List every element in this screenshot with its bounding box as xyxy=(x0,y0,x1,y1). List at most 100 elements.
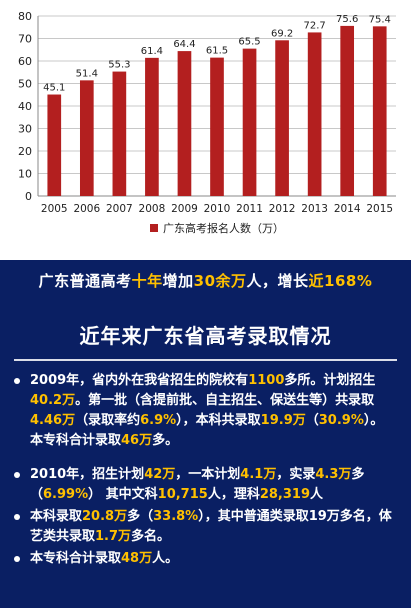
bullet-highlight: 40.2万 xyxy=(30,393,76,408)
bar xyxy=(145,57,159,196)
bullet-dot-icon xyxy=(14,514,20,520)
bar-value-label: 45.1 xyxy=(43,83,65,94)
bar xyxy=(242,48,257,196)
bar xyxy=(47,94,62,196)
bullet-highlight: 42万 xyxy=(144,467,176,482)
bar xyxy=(372,26,387,196)
bullet-text: 多（ xyxy=(30,467,365,502)
y-tick-label: 20 xyxy=(18,145,32,158)
legend-label: 广东高考报名人数（万） xyxy=(163,221,284,235)
bar-value-label: 69.2 xyxy=(271,28,293,39)
bullet-highlight: 1100 xyxy=(248,373,285,388)
bar-value-label: 75.4 xyxy=(369,14,391,25)
x-tick-label: 2010 xyxy=(204,203,231,215)
bullet-text: 多名。 xyxy=(131,529,171,544)
bullet-dot-icon xyxy=(14,472,20,478)
bullet-text: 多所。计划招生 xyxy=(284,373,376,388)
banner-part: 人，增长 xyxy=(246,271,309,290)
x-tick-label: 2005 xyxy=(41,203,68,215)
bullet-highlight: 33.8% xyxy=(153,509,199,524)
bar-value-label: 72.7 xyxy=(304,20,326,31)
x-tick-label: 2009 xyxy=(171,203,198,215)
x-tick-label: 2015 xyxy=(366,203,393,215)
bullet-undergraduate: 本科录取20.8万多（33.8%），其中普通类录取19万多名，体艺类共录取1.7… xyxy=(14,507,395,547)
bullet-highlight: 20.8万 xyxy=(82,509,128,524)
bar-value-label: 75.6 xyxy=(336,14,358,25)
bar-value-label: 65.5 xyxy=(238,37,260,48)
banner-part: 广东普通高考 xyxy=(38,271,132,290)
bullet-highlight: 4.46万 xyxy=(30,413,76,428)
x-tick-label: 2008 xyxy=(139,203,166,215)
bar-value-label: 64.4 xyxy=(173,39,195,50)
x-tick-label: 2011 xyxy=(236,203,263,215)
bullet-text: （录取率约 xyxy=(75,413,141,428)
banner-highlight: 30余万 xyxy=(193,271,247,290)
bar xyxy=(275,40,289,196)
summary-banner: 广东普通高考十年增加30余万人，增长近168% xyxy=(0,258,411,300)
bar xyxy=(210,57,224,196)
legend-swatch xyxy=(150,224,158,232)
info-title: 近年来广东省高考录取情况 xyxy=(79,324,332,348)
bullet-text: ）。本专科合计录取 xyxy=(30,413,384,448)
x-tick-label: 2006 xyxy=(73,203,100,215)
bullet-text: （ xyxy=(305,413,319,428)
x-tick-label: 2012 xyxy=(269,203,296,215)
bar-value-label: 55.3 xyxy=(108,60,130,71)
bullet-text: ），其中普通类录取19万多名，体艺类共录取 xyxy=(30,509,392,544)
y-tick-label: 0 xyxy=(25,190,32,203)
bullet-text: 多。 xyxy=(152,433,179,448)
bullet-text: ），本科共录取 xyxy=(176,413,261,428)
bullet-highlight: 48万 xyxy=(121,551,153,566)
y-tick-label: 60 xyxy=(18,55,32,68)
y-tick-label: 30 xyxy=(18,123,32,136)
x-tick-label: 2014 xyxy=(334,203,361,215)
y-tick-label: 50 xyxy=(18,78,32,91)
bullet-2009: 2009年，省内外在我省招生的院校有1100多所。计划招生 40.2万。第一批（含… xyxy=(14,371,395,451)
bar-value-label: 61.5 xyxy=(206,46,228,57)
bullet-highlight: 1.7万 xyxy=(95,529,132,544)
bar xyxy=(112,71,127,196)
x-tick-label: 2013 xyxy=(301,203,328,215)
bullet-highlight: 4.3万 xyxy=(315,467,352,482)
bullet-text: 人。 xyxy=(152,551,179,566)
admission-info-panel: 近年来广东省高考录取情况 2009年，省内外在我省招生的院校有1100多所。计划… xyxy=(0,300,411,608)
bar xyxy=(79,80,94,196)
bullet-2010: 2010年，招生计划42万，一本计划4.1万，实录4.3万多（6.99%） 其中… xyxy=(14,465,395,505)
bullet-highlight: 19.9万 xyxy=(260,413,306,428)
bullet-highlight: 30.9% xyxy=(318,413,364,428)
bullet-text: 。第一批（含提前批、自主招生、保送生等）共录取 xyxy=(75,393,375,408)
bullet-text: 多（ xyxy=(127,509,154,524)
bar-chart: 0 10 20 30 40 50 60 70 80 45.1 2005 51.4 2006 55.3 200… xyxy=(18,10,396,235)
bar xyxy=(340,25,355,197)
bullet-highlight: 4.1万 xyxy=(240,467,277,482)
bullet-text: ） 其中文科 xyxy=(88,487,158,502)
bullet-text: 本专科合计录取 xyxy=(30,551,122,566)
y-tick-label: 70 xyxy=(18,33,32,46)
bullet-text: ，实录 xyxy=(276,467,316,482)
info-bullet-list: 2009年，省内外在我省招生的院校有1100多所。计划招生 40.2万。第一批（含… xyxy=(0,371,411,569)
banner-highlight: 近168% xyxy=(308,271,373,290)
bullet-text: ，一本计划 xyxy=(175,467,241,482)
bar xyxy=(307,32,322,196)
bullet-dot-icon xyxy=(14,378,20,384)
bullet-highlight: 6.99% xyxy=(43,487,89,502)
bullet-text: 人，理科 xyxy=(207,487,260,502)
bullet-text: 2010年，招生计划 xyxy=(30,467,145,482)
banner-highlight: 十年 xyxy=(131,271,163,290)
x-tick-label: 2007 xyxy=(106,203,133,215)
y-tick-label: 10 xyxy=(18,168,32,181)
bullet-text: 人 xyxy=(310,487,324,502)
bullet-dot-icon xyxy=(14,556,20,562)
bullet-text: 本科录取 xyxy=(30,509,83,524)
banner-part: 增加 xyxy=(162,271,194,290)
bullet-text: 2009年，省内外在我省招生的院校有 xyxy=(30,373,249,388)
bullet-highlight: 10,715 xyxy=(157,487,208,502)
bar-value-label: 51.4 xyxy=(76,68,98,79)
bullet-highlight: 46万 xyxy=(121,433,153,448)
y-tick-label: 80 xyxy=(18,10,32,23)
y-tick-label: 40 xyxy=(18,100,32,113)
title-divider xyxy=(14,359,397,361)
bullet-total: 本专科合计录取48万人。 xyxy=(14,549,395,569)
banner-text: 广东普通高考十年增加30余万人，增长近168% xyxy=(39,270,373,291)
bar-chart-panel: 0 10 20 30 40 50 60 70 80 45.1 2005 51.4 2006 55.3 200… xyxy=(0,0,411,258)
